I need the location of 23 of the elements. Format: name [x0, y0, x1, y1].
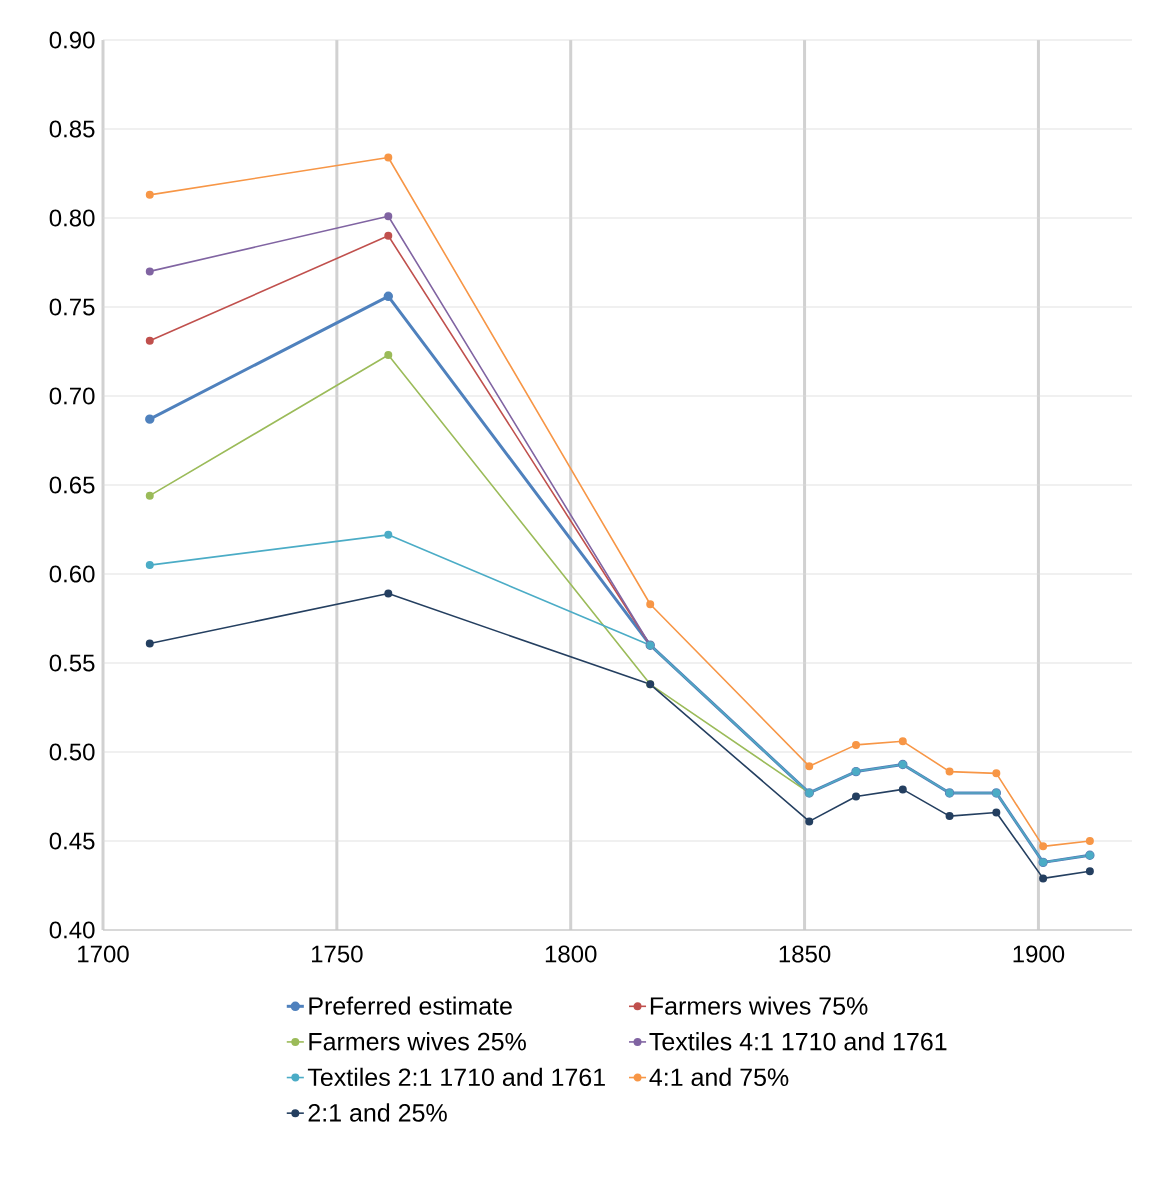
- y-tick-label: 0.60: [49, 565, 95, 583]
- x-tick-label: 1700: [78, 945, 129, 963]
- x-tick-label: 1750: [312, 945, 363, 963]
- y-tick-label: 0.85: [49, 120, 95, 138]
- y-tick-label: 0.50: [49, 743, 95, 761]
- legend-label: Textiles 2:1 1710 and 1761: [307, 1067, 605, 1087]
- y-tick-label: 0.55: [49, 654, 95, 672]
- legend-label: 4:1 and 75%: [649, 1067, 789, 1087]
- x-tick-label: 1850: [779, 945, 831, 963]
- y-tick-label: 0.90: [49, 31, 95, 49]
- y-tick-label: 0.65: [49, 476, 95, 494]
- x-tick-label: 1800: [545, 945, 597, 963]
- legend-label: 2:1 and 25%: [308, 1103, 447, 1122]
- y-tick-label: 0.40: [49, 921, 95, 939]
- legend-label: Textiles 4:1 1710 and 1761: [649, 1032, 947, 1051]
- y-tick-label: 0.80: [49, 209, 95, 227]
- legend-label: Farmers wives 75%: [650, 996, 868, 1015]
- legend-label: Preferred estimate: [309, 996, 512, 1015]
- y-tick-label: 0.70: [49, 387, 95, 405]
- y-tick-label: 0.75: [49, 298, 95, 316]
- x-tick-label: 1900: [1013, 945, 1065, 963]
- legend-label: Farmers wives 25%: [309, 1032, 526, 1051]
- y-tick-label: 0.45: [49, 832, 95, 850]
